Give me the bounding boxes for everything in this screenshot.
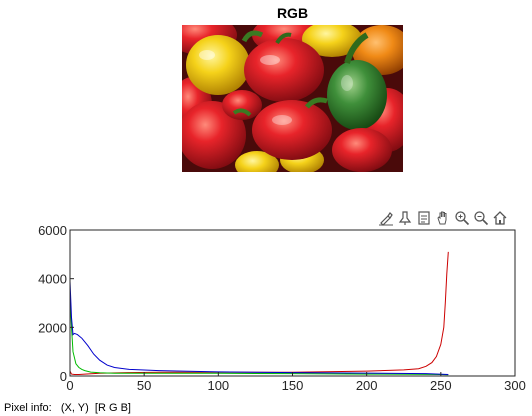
histogram-chart[interactable]: 0 50 100 150 200 250 300 0 2000 4000 6000 [0,222,532,402]
x-tick-label: 250 [430,378,452,393]
pan-icon[interactable] [433,208,452,228]
y-tick-label: 0 [60,369,67,384]
axes-toolbar [376,208,509,228]
brush-icon[interactable] [376,208,395,228]
pixel-rgb: [R G B] [94,402,131,414]
x-tick-label: 300 [504,378,526,393]
y-tick-label: 2000 [38,320,67,335]
image-title: RGB [276,5,309,21]
y-tick-label: 6000 [38,223,67,238]
series-green-line[interactable] [69,293,449,376]
x-tick-label: 50 [137,378,151,393]
home-icon[interactable] [490,208,509,228]
x-tick-label: 150 [282,378,304,393]
series-blue-line[interactable] [69,281,449,375]
zoom-out-icon[interactable] [471,208,490,228]
y-tick-label: 4000 [38,272,67,287]
series-red-line[interactable] [69,251,449,375]
x-tick-label: 200 [356,378,378,393]
x-tick-label: 0 [66,378,73,393]
x-tick-label: 100 [207,378,229,393]
status-bar: Pixel info: (X, Y) [R G B] [4,402,131,414]
pepper-image[interactable] [182,25,403,172]
zoom-in-icon[interactable] [452,208,471,228]
pixel-coords: (X, Y) [60,402,89,414]
data-tips-icon[interactable] [395,208,414,228]
export-icon[interactable] [414,208,433,228]
pixel-info-label: Pixel info: [4,402,52,414]
